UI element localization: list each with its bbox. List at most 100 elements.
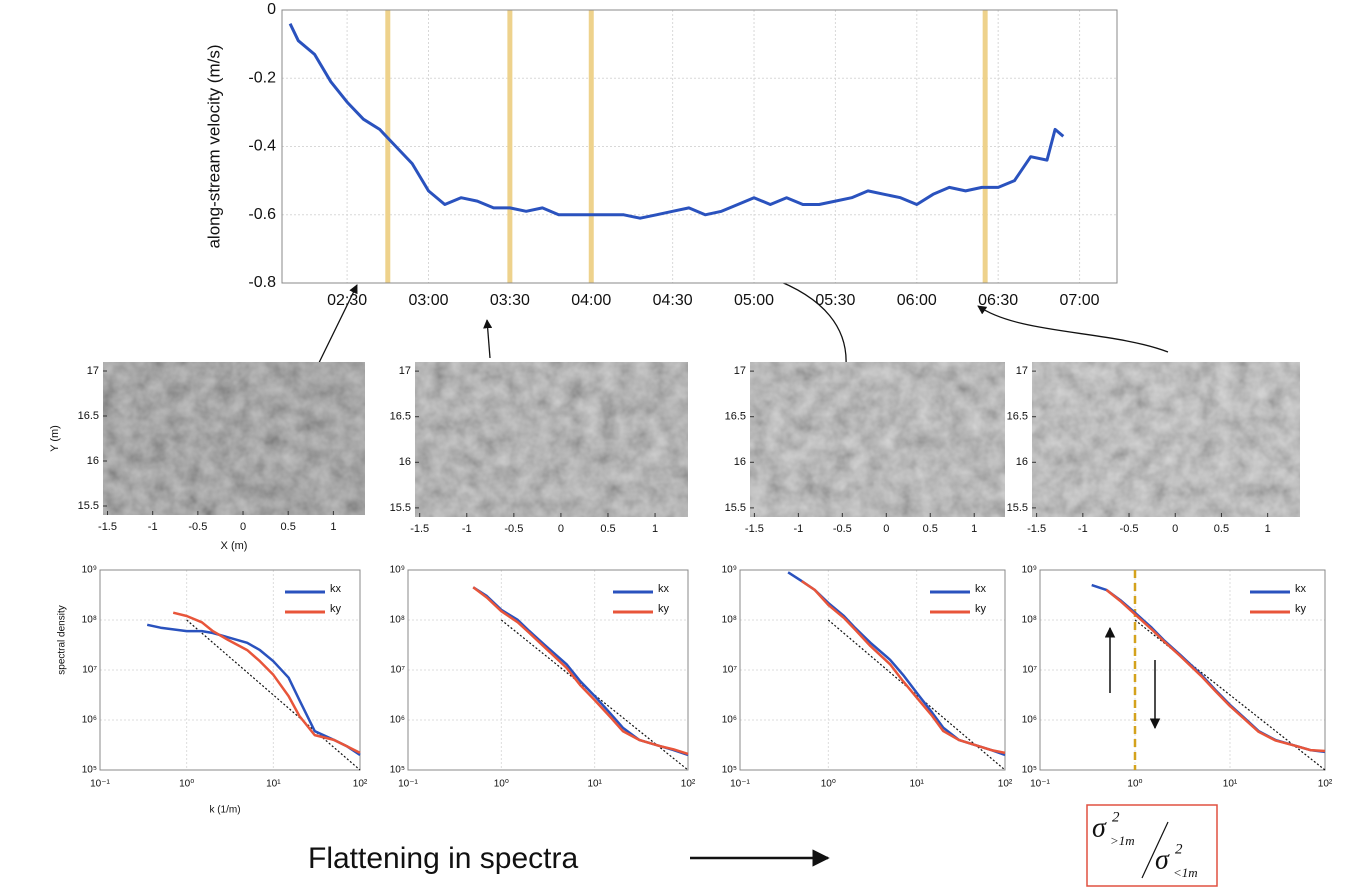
- formula-power: 2: [1112, 809, 1120, 825]
- formula-symbol: σ: [1092, 812, 1107, 843]
- y-tick-label: -0.2: [248, 69, 276, 86]
- plot-frame: [407, 569, 689, 771]
- y-tick-label: 10⁶: [722, 715, 737, 726]
- y-tick-label: 10⁹: [1022, 565, 1037, 576]
- x-tick-label: 0.5: [923, 523, 938, 535]
- x-tick-label: 0: [883, 523, 889, 535]
- arrow: [312, 284, 358, 376]
- legend-label: kx: [975, 583, 987, 595]
- y-tick-label: 10⁸: [1022, 615, 1037, 626]
- x-tick-label: -1.5: [1027, 523, 1046, 535]
- spectrum-line: [800, 580, 1006, 755]
- legend-label: ky: [658, 603, 670, 615]
- plot-frame: [281, 9, 1118, 284]
- legend-label: ky: [330, 603, 342, 615]
- velocity-line: [288, 23, 1065, 220]
- x-tick-label: 1: [1265, 523, 1271, 535]
- x-tick-label: 03:00: [408, 292, 448, 309]
- spectrum-line: [1105, 588, 1326, 753]
- x-tick-label: -1: [148, 521, 158, 533]
- y-tick-label: 16: [399, 456, 411, 468]
- x-tick-label: 10¹: [266, 779, 281, 790]
- x-tick-label: 10¹: [587, 779, 602, 790]
- formula-box: [1086, 804, 1218, 887]
- arrow: [483, 319, 493, 359]
- x-tick-label: -0.5: [833, 523, 852, 535]
- x-axis-label: k (1/m): [209, 805, 240, 816]
- ice-texture: [103, 362, 365, 515]
- x-tick-label: 10⁰: [494, 779, 509, 790]
- spectrum-chart: 10⁵ 10⁶ 10⁷ 10⁸ 10⁹ 10⁻¹ 10⁰ 10¹ 10² kx ky: [390, 565, 696, 790]
- y-tick-label: 16: [1016, 456, 1028, 468]
- spectrum-chart: 10⁵ 10⁶ 10⁷ 10⁸ 10⁹ 10⁻¹ 10⁰ 10¹ 10² kx ky: [722, 565, 1013, 790]
- x-tick-label: 0: [240, 521, 246, 533]
- plot-frame: [99, 569, 361, 771]
- x-tick-label: 06:00: [897, 292, 937, 309]
- y-tick-label: 16.5: [78, 410, 99, 422]
- x-tick-label: -1.5: [98, 521, 117, 533]
- arrow: [977, 305, 1169, 353]
- spectrum-chart: 10⁵ 10⁶ 10⁷ 10⁸ 10⁹ 10⁻¹ 10⁰ 10¹ 10² kx ky: [1022, 565, 1333, 790]
- y-tick-label: 10⁷: [390, 665, 405, 676]
- y-tick-label: -0.4: [248, 138, 276, 155]
- x-tick-label: 10¹: [1223, 779, 1238, 790]
- x-tick-label: 06:30: [978, 292, 1018, 309]
- ice-texture: [415, 362, 688, 517]
- legend-label: ky: [975, 603, 987, 615]
- y-axis-label: Y (m): [49, 425, 61, 452]
- formula-symbol: σ: [1155, 844, 1170, 875]
- y-tick-label: 16.5: [725, 411, 746, 423]
- x-tick-label: 07:00: [1060, 292, 1100, 309]
- x-tick-label: -0.5: [188, 521, 207, 533]
- y-axis-label: along-stream velocity (m/s): [204, 44, 223, 248]
- y-tick-label: 15.5: [1007, 502, 1028, 514]
- y-tick-label: 17: [734, 365, 746, 377]
- legend-label: kx: [658, 583, 670, 595]
- x-tick-label: 10²: [353, 779, 368, 790]
- x-tick-label: 04:00: [571, 292, 611, 309]
- y-tick-label: 17: [87, 365, 99, 377]
- legend-label: kx: [330, 583, 342, 595]
- ice-texture: [750, 362, 1005, 517]
- y-tick-label: 10⁷: [722, 665, 737, 676]
- spectrum-line: [472, 586, 689, 756]
- x-tick-label: -0.5: [1120, 523, 1139, 535]
- y-tick-label: 10⁸: [390, 615, 405, 626]
- x-tick-label: 1: [652, 523, 658, 535]
- x-tick-label: 0.5: [281, 521, 296, 533]
- x-tick-label: 0: [1172, 523, 1178, 535]
- y-tick-label: 10⁵: [82, 765, 97, 776]
- formula-slash: [1141, 821, 1169, 879]
- y-tick-label: 16: [87, 455, 99, 467]
- ice-image-panel: -1.5 -1 -0.5 0 0.5 1 15.5 16 16.5 17: [390, 362, 688, 535]
- x-tick-label: 10⁻¹: [730, 779, 750, 790]
- x-tick-label: 05:30: [815, 292, 855, 309]
- x-tick-label: 10²: [998, 779, 1013, 790]
- y-tick-label: 15.5: [725, 502, 746, 514]
- y-tick-label: 15.5: [78, 500, 99, 512]
- x-tick-label: 10⁰: [1127, 779, 1142, 790]
- x-tick-label: 05:00: [734, 292, 774, 309]
- x-tick-label: 10²: [681, 779, 696, 790]
- formula: σ 2 >1m σ 2 <1m: [1092, 809, 1198, 880]
- spectrum-line: [172, 611, 361, 755]
- y-tick-label: 10⁶: [1022, 715, 1037, 726]
- plot-frame: [739, 569, 1006, 771]
- x-tick-label: 10⁰: [179, 779, 194, 790]
- formula-subscript: <1m: [1173, 865, 1198, 880]
- ice-texture: [1032, 362, 1300, 517]
- ice-image-panel: -1.5 -1 -0.5 0 0.5 1 15.5 16 16.5 17: [725, 362, 1005, 535]
- y-tick-label: 10⁶: [390, 715, 405, 726]
- x-tick-label: 10⁰: [821, 779, 836, 790]
- y-tick-label: 16.5: [390, 411, 411, 423]
- y-tick-label: 10⁵: [722, 765, 737, 776]
- y-tick-label: 10⁵: [1022, 765, 1037, 776]
- x-tick-label: -1: [793, 523, 803, 535]
- formula-subscript: >1m: [1110, 833, 1135, 848]
- y-tick-label: 16: [734, 456, 746, 468]
- x-tick-label: 10⁻¹: [90, 779, 110, 790]
- x-tick-label: 10²: [1318, 779, 1333, 790]
- y-tick-label: 10⁷: [1022, 665, 1037, 676]
- y-tick-label: 10⁸: [722, 615, 737, 626]
